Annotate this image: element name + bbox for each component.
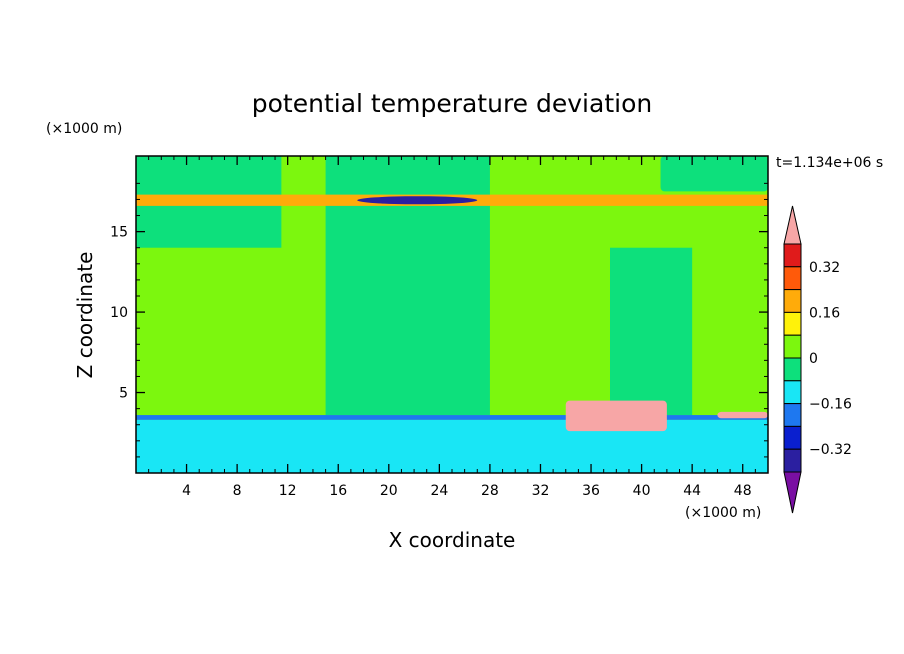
colorbar-box: [783, 425, 802, 450]
x-tick-label: 32: [532, 483, 550, 499]
field-region: [565, 400, 667, 432]
colorbar-box: [783, 403, 802, 427]
colorbar-tick-label: −0.16: [809, 397, 852, 413]
colorbar-box: [783, 334, 802, 359]
x-tick-label: 24: [430, 483, 448, 499]
x-tick-label: 36: [582, 483, 600, 499]
x-tick-label: 20: [380, 483, 398, 499]
y-axis: 5 10 15: [110, 182, 768, 458]
x-tick-label: 44: [683, 483, 701, 499]
x-tick-label: 16: [329, 483, 347, 499]
y-unit-label: (×1000 m): [46, 121, 122, 137]
colorbar-tick-label: 0: [809, 351, 818, 367]
colorbar-box: [783, 448, 802, 473]
y-tick-label: 15: [110, 225, 128, 241]
time-label: t=1.134e+06 s: [776, 155, 883, 171]
colorbar-box: [783, 380, 802, 405]
colorbar-box: [783, 357, 802, 382]
colorbar-box: [783, 289, 802, 313]
colorbar: 0.32 0.16 0 −0.16 −0.32: [783, 205, 852, 514]
x-tick-label: 12: [279, 483, 297, 499]
colorbar-box: [783, 243, 802, 268]
y-tick-label: 10: [110, 305, 128, 321]
field-region: [717, 411, 768, 419]
colorbar-box: [783, 311, 802, 336]
field-region: [136, 419, 768, 473]
x-tick-label: 28: [481, 483, 499, 499]
colorbar-tick-label: 0.16: [809, 305, 840, 321]
field-region: [610, 247, 693, 416]
x-tick-label: 40: [633, 483, 651, 499]
field-region: [136, 415, 768, 420]
x-tick-label: 8: [233, 483, 242, 499]
contour-field: [136, 156, 768, 473]
colorbar-bottom-arrow: [783, 471, 802, 514]
colorbar-tick-label: −0.32: [809, 442, 852, 458]
x-tick-label: 48: [734, 483, 752, 499]
x-axis: 4 8 12 16 20 24 28 32 36 40 44 48: [148, 156, 756, 499]
x-axis-label: X coordinate: [389, 528, 516, 552]
colorbar-box: [783, 266, 802, 291]
y-tick-label: 5: [119, 386, 128, 402]
colorbar-tick-label: 0.32: [809, 260, 840, 276]
y-axis-label: Z coordinate: [73, 252, 97, 379]
field-region: [660, 156, 768, 192]
x-unit-label: (×1000 m): [685, 505, 761, 521]
field-region: [357, 196, 478, 205]
x-tick-label: 4: [182, 483, 191, 499]
chart-title: potential temperature deviation: [252, 89, 652, 118]
colorbar-top-arrow: [783, 205, 802, 245]
